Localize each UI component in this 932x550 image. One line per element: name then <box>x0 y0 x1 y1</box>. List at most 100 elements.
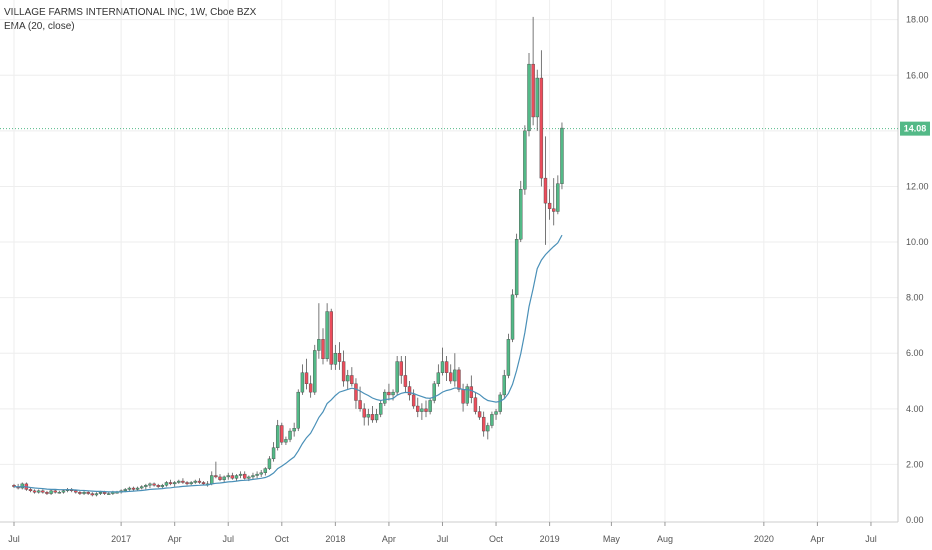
candle-body <box>465 386 469 404</box>
x-tick-label: Aug <box>657 534 673 544</box>
candle-body <box>20 483 24 489</box>
y-tick-label: 16.00 <box>906 70 929 80</box>
candle-body <box>514 239 519 296</box>
candle-body <box>535 77 539 118</box>
candle-body <box>346 375 350 382</box>
x-tick-label: 2020 <box>754 534 774 544</box>
candle-body <box>560 127 564 184</box>
ema-line <box>13 234 563 493</box>
candle-body <box>481 416 486 432</box>
candle-body <box>366 414 371 418</box>
candle-body <box>407 386 412 396</box>
candle-body <box>362 408 366 418</box>
candle-body <box>440 361 445 373</box>
candle-body <box>420 408 424 412</box>
candle-body <box>391 391 395 396</box>
candle-body <box>280 425 284 443</box>
candle-body <box>259 472 263 475</box>
candle-body <box>300 372 305 393</box>
last-price-label: 14.08 <box>904 124 927 134</box>
x-tick-label: May <box>603 534 621 544</box>
candle-body <box>218 476 222 480</box>
candle-body <box>543 177 548 204</box>
candle-body <box>304 372 309 385</box>
x-tick-label: Jul <box>865 534 877 544</box>
candle-body <box>181 480 185 483</box>
y-tick-label: 8.00 <box>906 293 924 303</box>
candle-body <box>473 397 478 412</box>
candle-body <box>477 411 482 418</box>
candle-body <box>57 492 62 494</box>
candle-body <box>238 473 243 476</box>
candle-body <box>403 375 408 387</box>
candle-body <box>131 487 136 490</box>
candle-body <box>510 294 515 340</box>
y-tick-label: 0.00 <box>906 515 924 525</box>
candle-body <box>197 480 202 483</box>
candle-body <box>374 414 379 421</box>
candle-body <box>41 490 45 493</box>
candle-body <box>461 389 465 404</box>
candle-body <box>469 386 474 398</box>
candle-body <box>144 485 148 487</box>
candle-body <box>284 439 288 443</box>
candle-body <box>556 183 560 212</box>
x-tick-label: 2019 <box>540 534 560 544</box>
x-tick-label: Oct <box>275 534 290 544</box>
candle-body <box>416 405 420 412</box>
candle-body <box>387 391 391 396</box>
candle-body <box>424 408 428 412</box>
candle-body <box>189 482 193 485</box>
candle-body <box>354 383 358 401</box>
candle-body <box>185 482 189 485</box>
x-tick-label: 2018 <box>325 534 345 544</box>
y-tick-label: 10.00 <box>906 237 929 247</box>
x-tick-label: Jul <box>8 534 20 544</box>
candle-body <box>267 458 272 469</box>
candle-body <box>321 339 325 359</box>
x-tick-label: Apr <box>382 534 396 544</box>
last-price-tag <box>900 121 930 136</box>
candle-body <box>201 482 206 485</box>
candle-body <box>164 482 169 486</box>
candle-body <box>453 369 457 382</box>
candle-body <box>222 476 226 480</box>
candle-body <box>37 490 41 493</box>
candle-body <box>271 447 276 460</box>
candle-body <box>32 490 37 493</box>
candle-body <box>395 361 399 393</box>
y-tick-label: 12.00 <box>906 181 929 191</box>
candle-body <box>411 394 416 407</box>
candle-body <box>214 475 218 478</box>
x-tick-label: Jul <box>437 534 449 544</box>
candle-body <box>527 63 531 132</box>
candle-body <box>243 473 247 479</box>
candle-body <box>123 489 127 492</box>
candle-body <box>148 483 152 486</box>
candle-body <box>49 490 53 494</box>
candle-body <box>98 492 103 494</box>
candle-body <box>457 369 461 390</box>
candle-body <box>428 400 432 412</box>
x-tick-label: 2017 <box>111 534 131 544</box>
candle-body <box>156 485 160 487</box>
candle-body <box>449 372 453 382</box>
y-tick-label: 6.00 <box>906 348 924 358</box>
candle-body <box>160 485 165 487</box>
candle-body <box>547 202 552 209</box>
candle-body <box>383 391 387 404</box>
candle-body <box>552 208 556 212</box>
candle-body <box>263 468 268 473</box>
candle-body <box>177 480 181 483</box>
candle-body <box>436 372 441 385</box>
x-tick-label: Oct <box>489 534 504 544</box>
candle-body <box>172 482 177 485</box>
candle-body <box>102 492 107 494</box>
candle-body <box>325 311 329 359</box>
candle-body <box>78 492 82 494</box>
candle-body <box>135 487 140 490</box>
candle-body <box>333 353 338 365</box>
candle-body <box>378 403 383 415</box>
candle-body <box>127 487 132 490</box>
